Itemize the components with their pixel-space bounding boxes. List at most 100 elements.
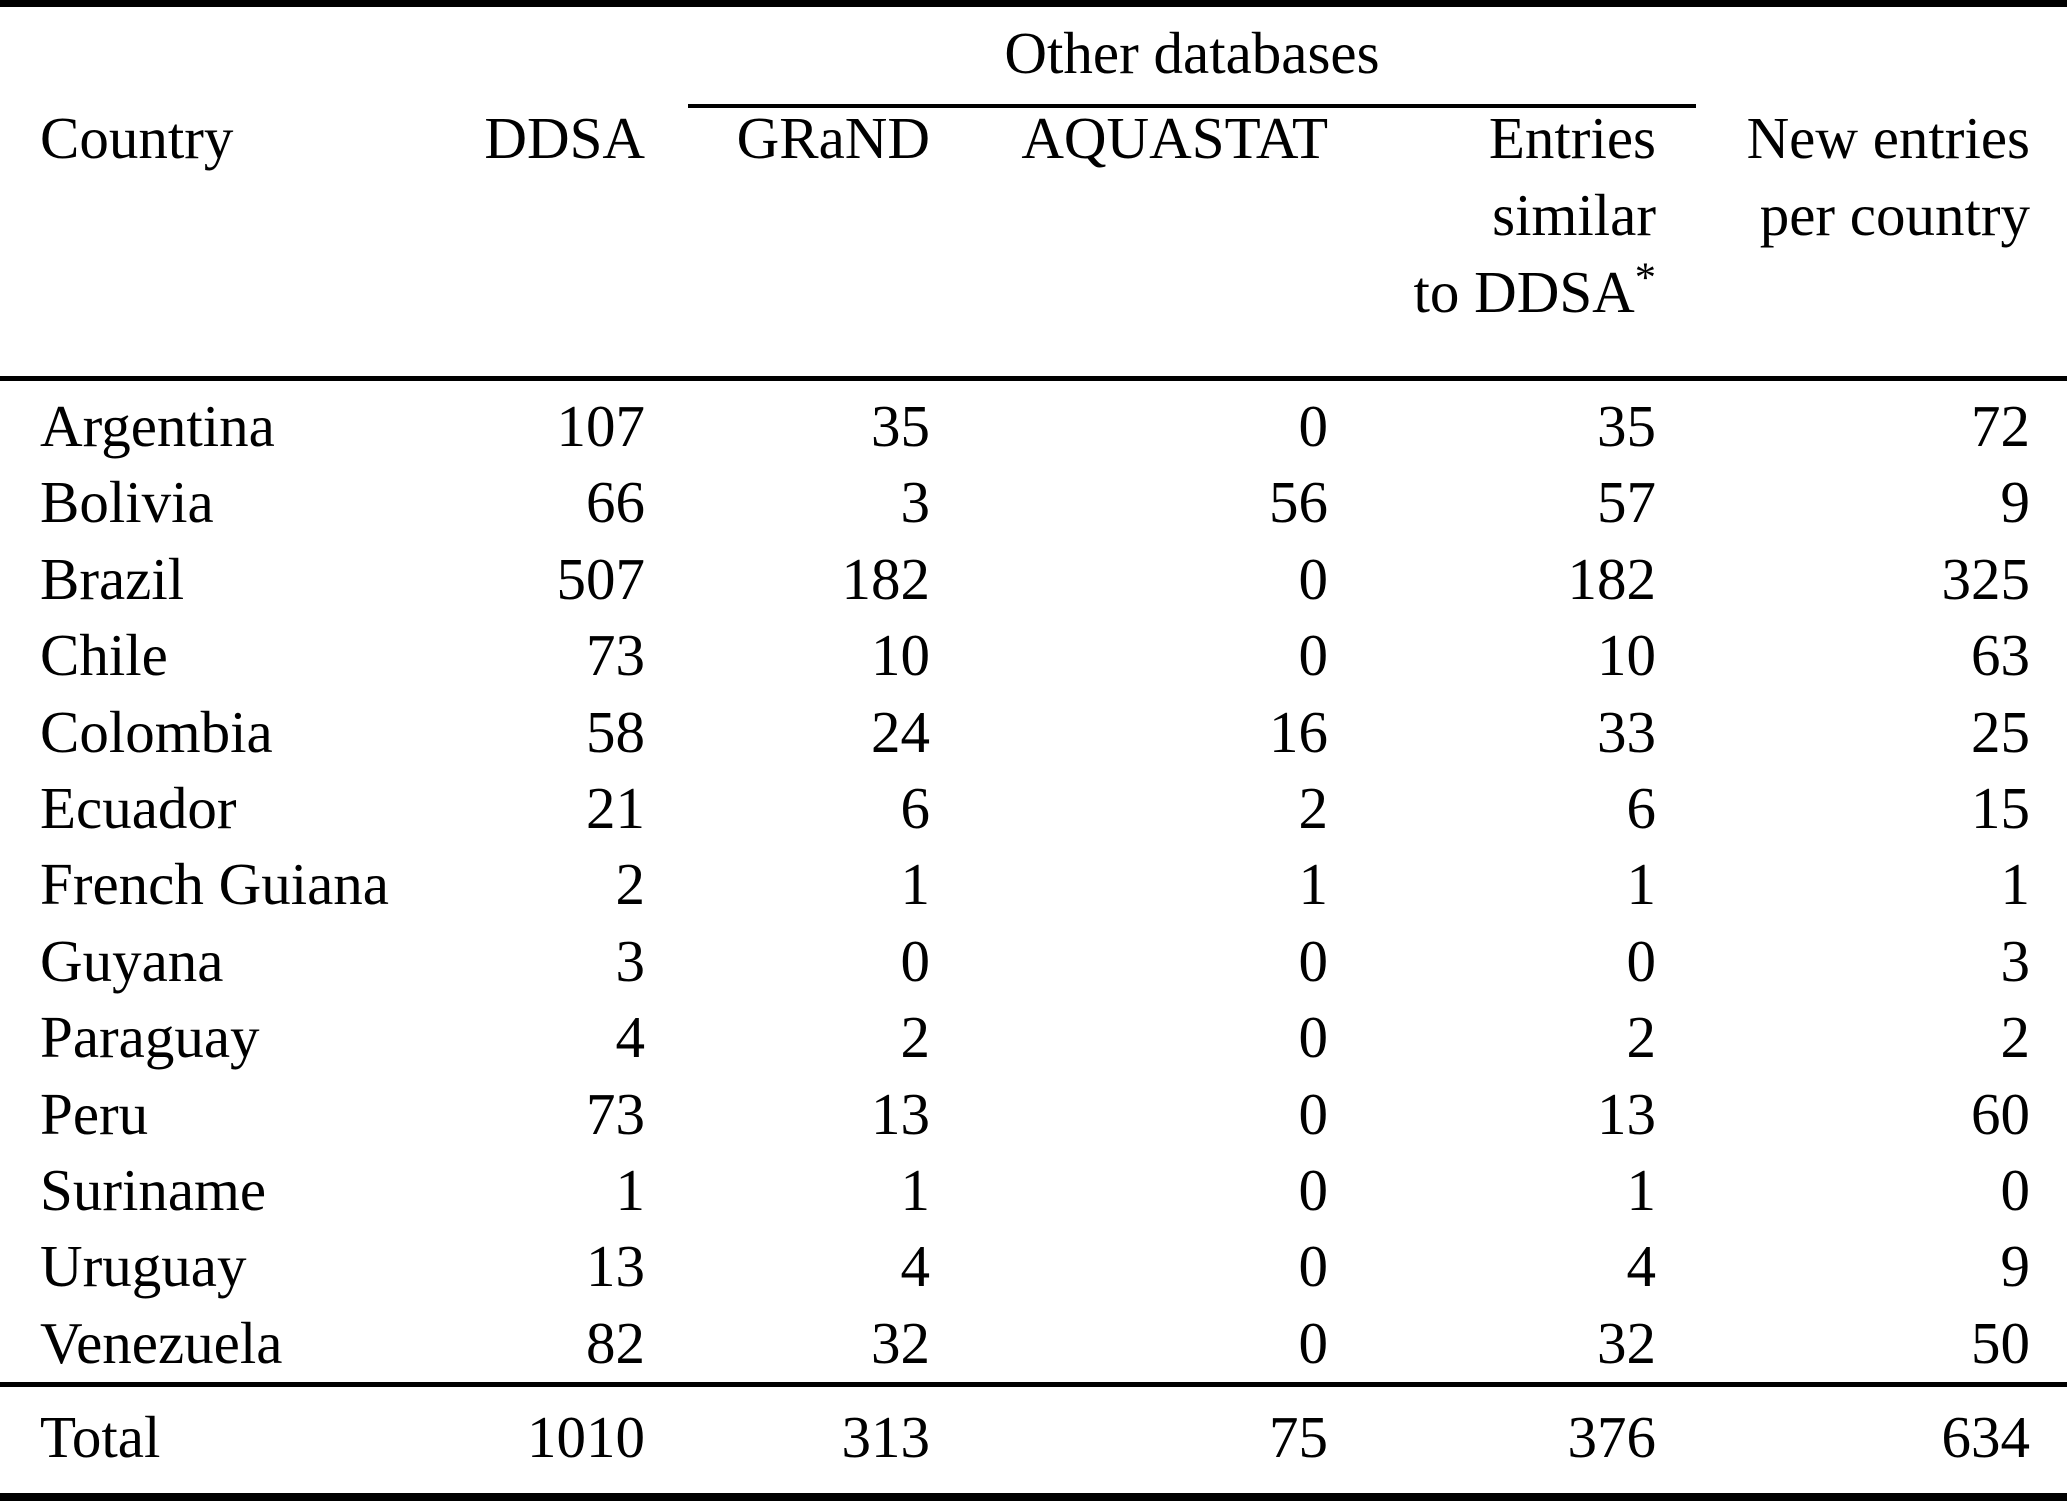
cell-ddsa: 13 (586, 1233, 645, 1300)
cell-entries-similar: 13 (1597, 1080, 1656, 1147)
cell-grand: 6 (900, 774, 931, 841)
column-header-country: Country (40, 105, 234, 171)
cell-aquastat: 0 (1298, 927, 1329, 994)
cell-ddsa: 507 (556, 545, 646, 612)
cell-grand: 1 (900, 851, 931, 918)
cell-grand: 2 (900, 1004, 931, 1071)
cell-grand: 182 (841, 545, 931, 612)
cell-new-entries: 2 (2000, 1004, 2031, 1071)
cell-country: Colombia (40, 698, 273, 765)
footnote-asterisk: * (1634, 254, 1656, 302)
cell-grand: 4 (900, 1233, 931, 1300)
cell-entries-similar: 1 (1626, 1156, 1657, 1223)
total-separator-rule (0, 1382, 2067, 1387)
cell-country: French Guiana (40, 851, 389, 918)
table-total-row: Total 1010 313 75 376 634 (0, 1392, 2067, 1482)
cell-new-entries: 15 (1971, 774, 2030, 841)
cell-country: Suriname (40, 1156, 267, 1223)
cell-country: Bolivia (40, 469, 214, 536)
column-header-new-entries: New entries per country (1746, 105, 2030, 248)
cell-country: Peru (40, 1080, 149, 1147)
cell-new-entries: 25 (1971, 698, 2030, 765)
cell-new-entries: 63 (1971, 622, 2030, 689)
cell-aquastat: 0 (1298, 545, 1329, 612)
cell-aquastat: 0 (1298, 1233, 1329, 1300)
column-header-grand: GRaND (736, 105, 930, 171)
table-bottom-rule (0, 1493, 2067, 1501)
cell-new-entries: 72 (1971, 393, 2030, 459)
cell-grand: 10 (871, 622, 930, 689)
cell-country: Guyana (40, 927, 224, 994)
column-group-span-rule (688, 104, 1696, 108)
cell-grand: 1 (900, 1156, 931, 1223)
cell-grand: 13 (871, 1080, 930, 1147)
total-row-label: Total (40, 1404, 161, 1470)
total-grand: 313 (841, 1404, 931, 1470)
cell-ddsa: 4 (615, 1004, 646, 1071)
cell-country: Ecuador (40, 774, 237, 841)
cell-ddsa: 21 (586, 774, 645, 841)
cell-grand: 0 (900, 927, 931, 994)
cell-ddsa: 3 (615, 927, 646, 994)
cell-ddsa: 2 (615, 851, 646, 918)
cell-aquastat: 0 (1298, 1309, 1329, 1376)
cell-entries-similar: 33 (1597, 698, 1656, 765)
cell-entries-similar: 1 (1626, 851, 1657, 918)
cell-entries-similar: 10 (1597, 622, 1656, 689)
column-header-entries-similar: Entries similar to DDSA* (1413, 105, 1656, 325)
cell-country: Paraguay (40, 1004, 260, 1071)
cell-ddsa: 73 (586, 622, 645, 689)
table-header-row: Country DDSA GRaND AQUASTAT Entries simi… (0, 100, 2067, 331)
cell-entries-similar: 182 (1567, 545, 1657, 612)
cell-aquastat: 16 (1269, 698, 1328, 765)
cell-new-entries: 3 (2000, 927, 2031, 994)
cell-new-entries: 9 (2000, 1233, 2031, 1300)
cell-country: Brazil (40, 545, 185, 612)
cell-country: Chile (40, 622, 168, 689)
cell-aquastat: 56 (1269, 469, 1328, 536)
column-header-ddsa: DDSA (484, 105, 645, 171)
cell-country: Uruguay (40, 1233, 247, 1300)
cell-country: Argentina (40, 393, 275, 459)
cell-entries-similar: 2 (1626, 1004, 1657, 1071)
cell-entries-similar: 4 (1626, 1233, 1657, 1300)
cell-ddsa: 107 (556, 393, 646, 459)
cell-ddsa: 58 (586, 698, 645, 765)
cell-aquastat: 0 (1298, 1004, 1329, 1071)
cell-aquastat: 1 (1298, 851, 1329, 918)
cell-aquastat: 0 (1298, 1080, 1329, 1147)
cell-country: Venezuela (40, 1309, 283, 1376)
cell-grand: 35 (871, 393, 930, 459)
header-separator-rule (0, 376, 2067, 381)
total-ddsa: 1010 (527, 1404, 645, 1470)
cell-aquastat: 0 (1298, 393, 1329, 459)
cell-new-entries: 325 (1941, 545, 2031, 612)
cell-new-entries: 9 (2000, 469, 2031, 536)
cell-aquastat: 2 (1298, 774, 1329, 841)
total-aquastat: 75 (1269, 1404, 1328, 1470)
cell-ddsa: 66 (586, 469, 645, 536)
cell-grand: 32 (871, 1309, 930, 1376)
cell-new-entries: 0 (2000, 1156, 2031, 1223)
cell-aquastat: 0 (1298, 1156, 1329, 1223)
table-body: Argentina 107 35 0 35 72 Bolivia 66 3 56… (0, 388, 2067, 1381)
cell-entries-similar: 32 (1597, 1309, 1656, 1376)
table-top-rule (0, 0, 2067, 7)
cell-entries-similar: 0 (1626, 927, 1657, 994)
cell-entries-similar: 6 (1626, 774, 1657, 841)
cell-new-entries: 50 (1971, 1309, 2030, 1376)
cell-entries-similar: 57 (1597, 469, 1656, 536)
column-group-header-other-databases: Other databases (1004, 20, 1380, 86)
cell-grand: 24 (871, 698, 930, 765)
total-entries-similar: 376 (1567, 1404, 1657, 1470)
cell-new-entries: 1 (2000, 851, 2031, 918)
cell-ddsa: 1 (615, 1156, 646, 1223)
cell-ddsa: 82 (586, 1309, 645, 1376)
column-header-aquastat: AQUASTAT (1021, 105, 1328, 171)
cell-new-entries: 60 (1971, 1080, 2030, 1147)
cell-entries-similar: 35 (1597, 393, 1656, 459)
cell-ddsa: 73 (586, 1080, 645, 1147)
cell-aquastat: 0 (1298, 622, 1329, 689)
cell-grand: 3 (900, 469, 931, 536)
